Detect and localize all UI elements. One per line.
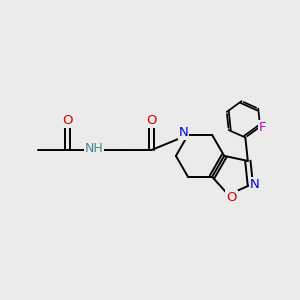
Text: O: O <box>146 114 157 127</box>
Text: NH: NH <box>85 142 104 155</box>
Text: O: O <box>226 191 236 204</box>
Text: N: N <box>179 125 188 139</box>
Text: N: N <box>250 178 260 191</box>
Text: O: O <box>62 114 73 127</box>
Text: F: F <box>259 122 267 134</box>
